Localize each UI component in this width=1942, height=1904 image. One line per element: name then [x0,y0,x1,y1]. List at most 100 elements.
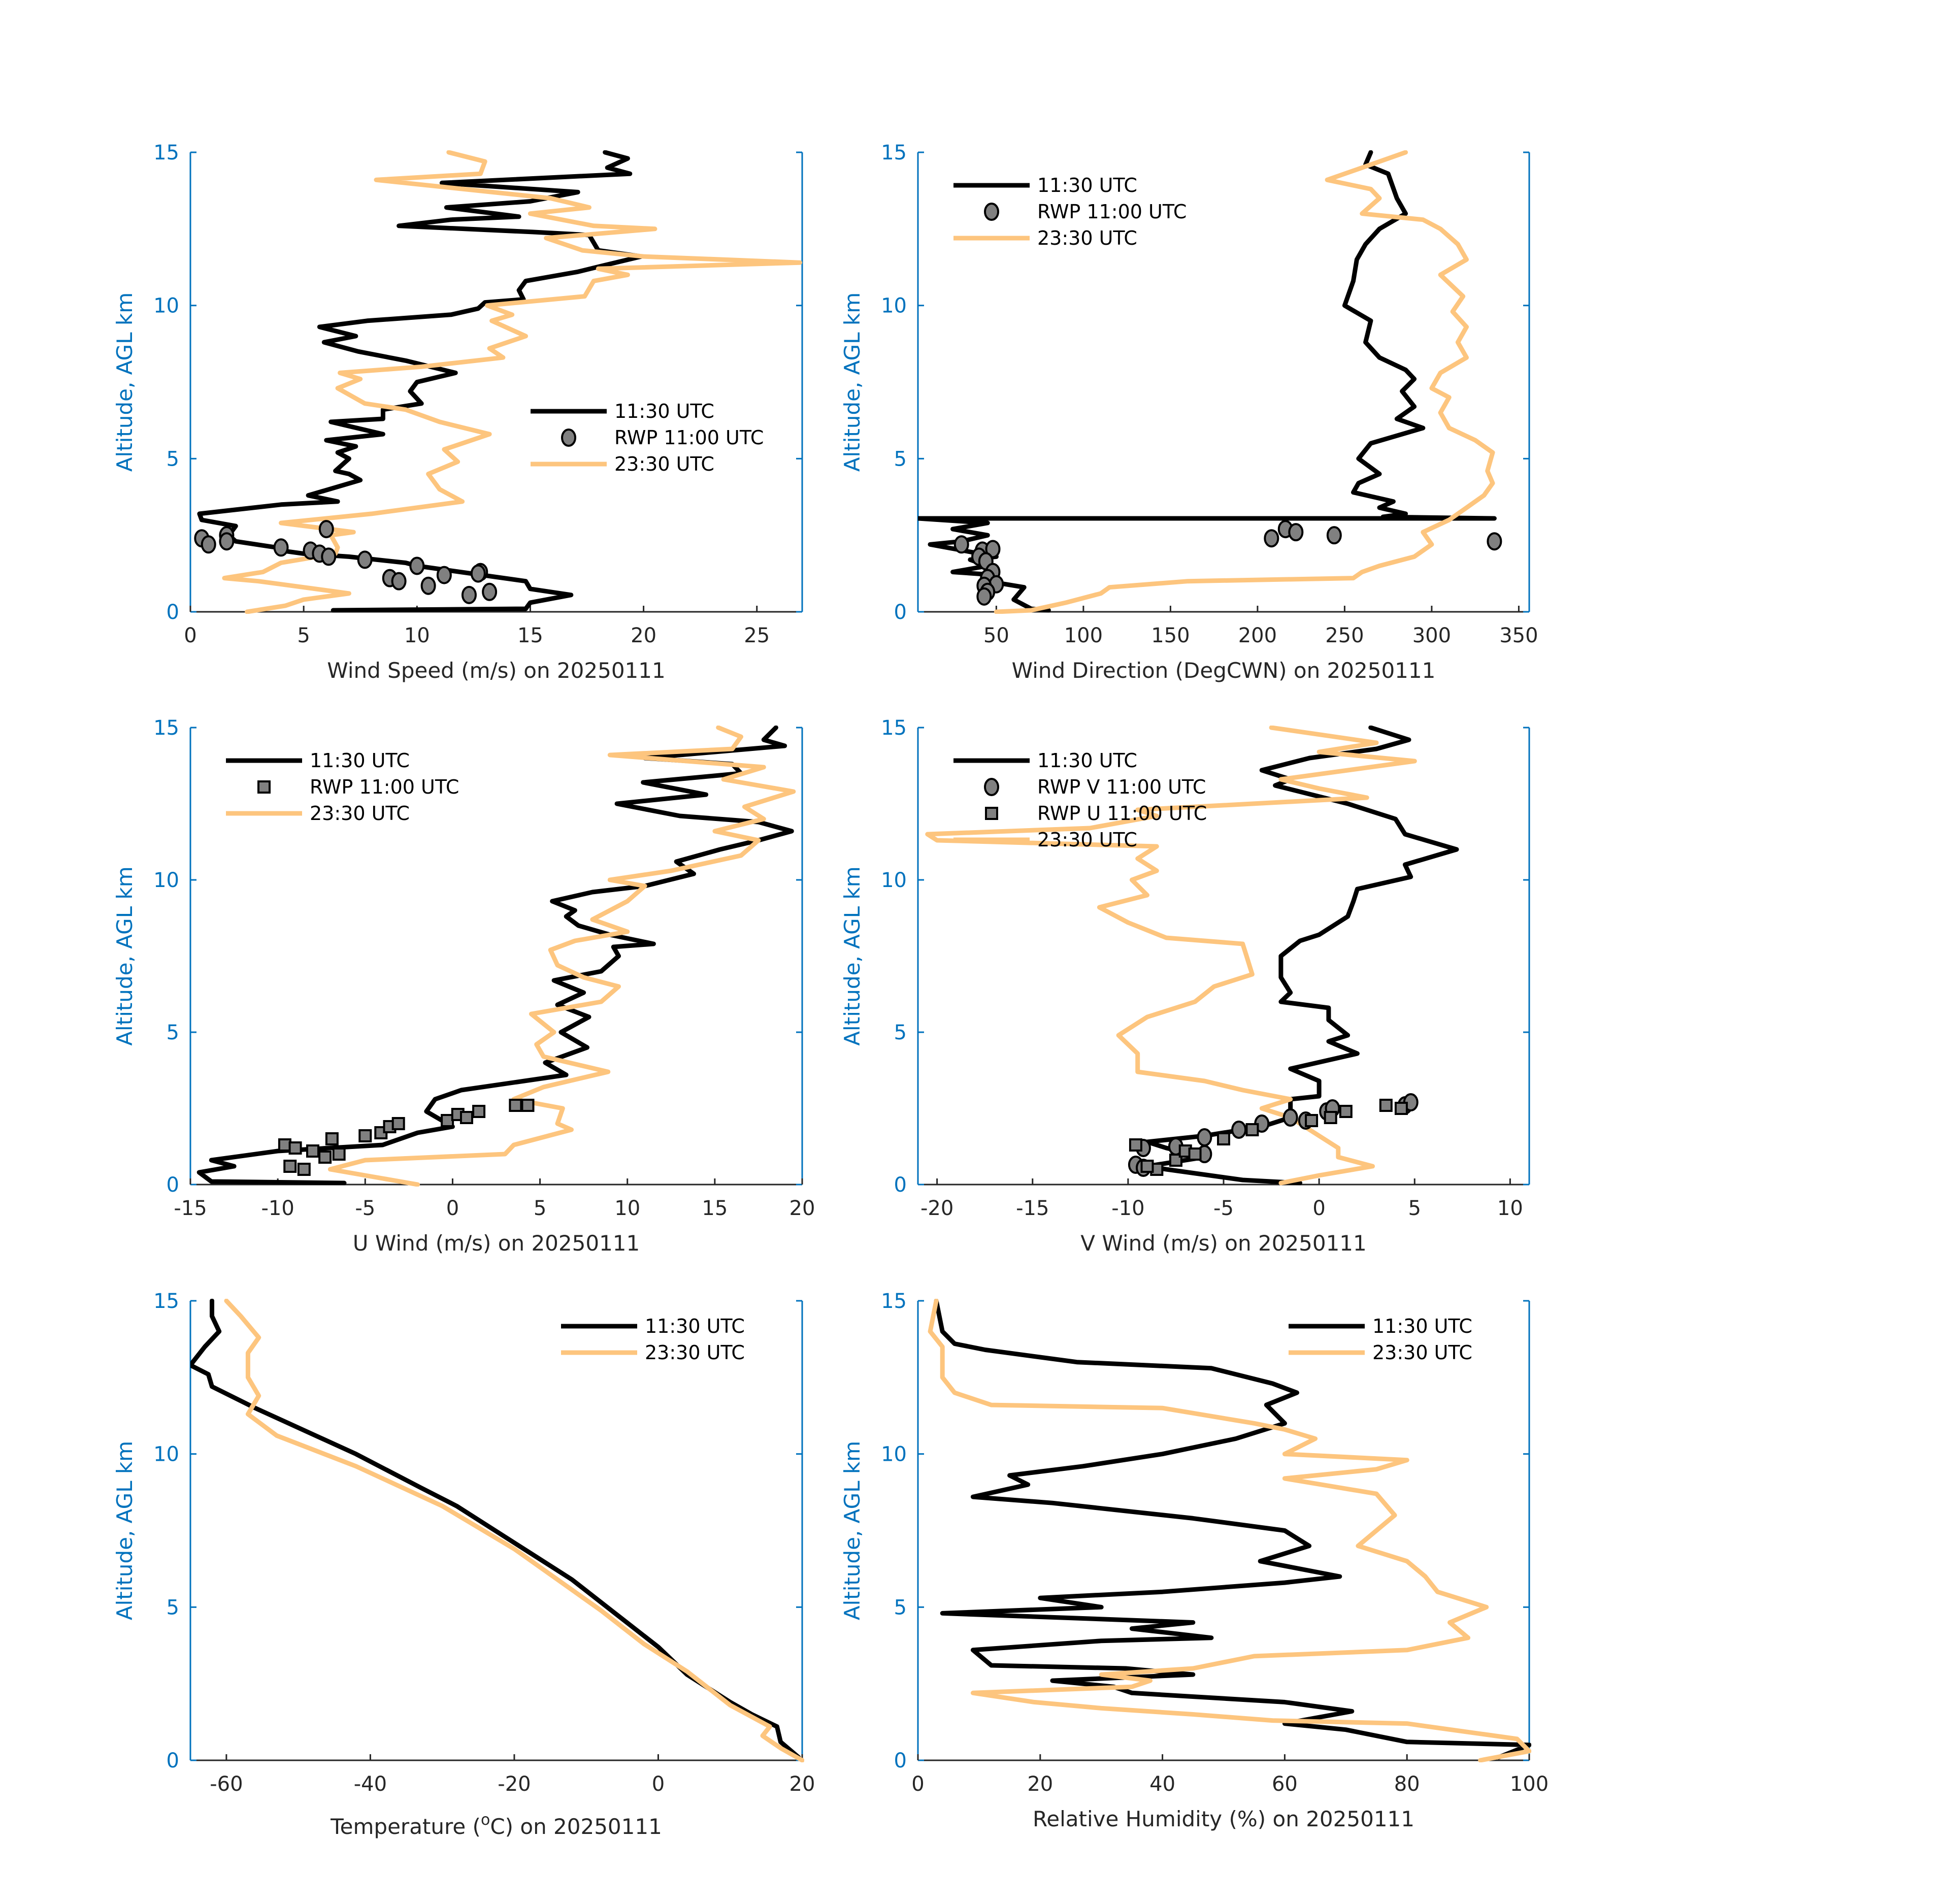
x-axis-label: Relative Humidity (%) on 20250111 [1033,1807,1414,1831]
y-tick-label: 5 [894,1596,907,1619]
series-line-11-30-utc [918,150,1497,613]
rwp-circle-point [1487,532,1502,551]
x-tick-label: 50 [983,624,1009,647]
rwp-circle-point [1197,1128,1212,1146]
legend-label: RWP 11:00 UTC [614,426,764,449]
legend-label: 23:30 UTC [645,1341,745,1364]
x-tick-label: 5 [297,624,310,647]
x-axis-label: Wind Speed (m/s) on 20250111 [327,658,665,683]
panel-wspd: 0 5 10 15 0 5 10 15 20 25 Altitude, AGL km Wind Spe… [112,141,803,683]
rwp-circle-point [273,538,289,557]
x-tick-label: 15 [702,1197,728,1220]
rwp-square-point [332,1147,346,1161]
y-tick-label: 0 [167,1173,179,1197]
rwp-circle-point [391,572,407,590]
panel-temp: 0 5 10 15 -60 -40 -20 0 20 Altitude, AGL km Temper… [112,1290,815,1839]
rwp-square-point [391,1117,405,1130]
x-tick-label: 0 [446,1197,459,1220]
x-tick-label: 0 [184,624,196,647]
rwp-square-point [288,1141,302,1155]
x-tick-label: 0 [911,1772,924,1796]
rwp-square-point [358,1129,372,1142]
rwp-circle-point [219,532,235,551]
series-line-11-30-utc [190,1299,801,1760]
rwp-square-point [1339,1105,1353,1118]
x-tick-label: -5 [355,1197,375,1220]
rwp-square-point [283,1160,297,1173]
y-axis-label: Altitude, AGL km [840,866,865,1045]
x-tick-label: -10 [1111,1197,1144,1220]
y-tick-label: 5 [167,1021,179,1044]
x-tick-label: -15 [174,1197,207,1220]
x-tick-label: 5 [534,1197,546,1220]
panel-vwind: 0 5 10 15 -20 -15 -10 -5 0 5 10 Altitude, AGL km V W… [840,716,1530,1256]
y-axis-label: Altitude, AGL km [112,866,137,1045]
x-tick-label: -5 [1213,1197,1234,1220]
legend-label: 23:30 UTC [1037,227,1137,249]
rwp-circle-point [953,535,969,554]
x-tick-label: 200 [1238,624,1277,647]
y-tick-label: 15 [881,716,907,740]
legend-label: RWP 11:00 UTC [310,776,459,798]
x-tick-label: -20 [498,1772,531,1796]
rwp-circle-point [1264,529,1279,548]
x-axis-label: Temperature (oC) on 20250111 [330,1811,662,1839]
x-tick-label: -40 [354,1772,387,1796]
legend: 11:30 UTC RWP 11:00 UTC 23:30 UTC [953,174,1187,249]
x-tick-label: -20 [920,1197,953,1220]
legend: 11:30 UTC RWP V 11:00 UTC RWP U 11:00 UTC 2… [953,749,1207,851]
x-tick-label: 10 [614,1197,640,1220]
rwp-square-point [325,1132,339,1145]
x-tick-label: 350 [1499,624,1538,647]
rwp-square-point [1188,1147,1202,1161]
x-tick-label: 20 [789,1772,815,1796]
y-tick-label: 0 [167,1749,179,1772]
y-tick-label: 10 [881,294,907,318]
rwp-square-point [1140,1160,1154,1173]
x-tick-label: 300 [1412,624,1451,647]
x-axis-label: U Wind (m/s) on 20250111 [353,1231,640,1256]
legend: 11:30 UTC RWP 11:00 UTC 23:30 UTC [226,749,459,825]
x-axis-label: V Wind (m/s) on 20250111 [1080,1231,1367,1256]
y-tick-label: 10 [153,869,179,892]
x-tick-label: 25 [744,624,770,647]
y-tick-label: 10 [881,1443,907,1466]
rwp-square-point [472,1105,486,1118]
y-tick-label: 10 [153,1443,179,1466]
x-tick-label: 0 [1312,1197,1325,1220]
series-line-11-30-utc [196,726,794,1186]
series-line-11-30-utc [934,1299,1531,1760]
rwp-square-point [318,1151,332,1164]
y-tick-label: 15 [153,141,179,165]
x-tick-label: 15 [517,624,543,647]
y-tick-label: 0 [894,1173,907,1197]
rwp-circle-point [318,520,334,539]
rwp-square-point [1245,1123,1259,1136]
series-line-23-30-utc [224,1299,804,1762]
series-line-23-30-utc [222,150,802,614]
y-tick-label: 5 [167,447,179,471]
y-tick-label: 15 [881,1290,907,1313]
legend-label: 23:30 UTC [1372,1341,1472,1364]
rwp-square-point [306,1144,319,1158]
y-tick-label: 5 [894,1021,907,1044]
rwp-circle-point [321,547,337,566]
rwp-square-point [509,1099,522,1112]
legend-square-swatch [985,807,998,820]
rwp-circle-point [1231,1121,1247,1139]
rwp-square-point [1305,1114,1319,1127]
legend-label: RWP U 11:00 UTC [1037,802,1207,825]
rwp-circle-point [1282,1108,1298,1127]
series-line-23-30-utc [327,726,796,1187]
x-tick-label: 20 [631,624,656,647]
legend-circle-swatch [984,203,999,221]
legend-label: 11:30 UTC [1372,1315,1472,1337]
y-tick-label: 15 [153,716,179,740]
legend-label: RWP V 11:00 UTC [1037,776,1206,798]
y-axis-label: Altitude, AGL km [112,292,137,472]
legend: 11:30 UTC RWP 11:00 UTC 23:30 UTC [531,400,764,475]
rwp-circle-point [482,582,498,601]
panel-wdir: 0 5 10 15 50 100 150 200 250 300 350 Altitude, AGL … [840,141,1538,683]
rwp-circle-point [470,564,486,583]
y-tick-label: 15 [881,141,907,165]
